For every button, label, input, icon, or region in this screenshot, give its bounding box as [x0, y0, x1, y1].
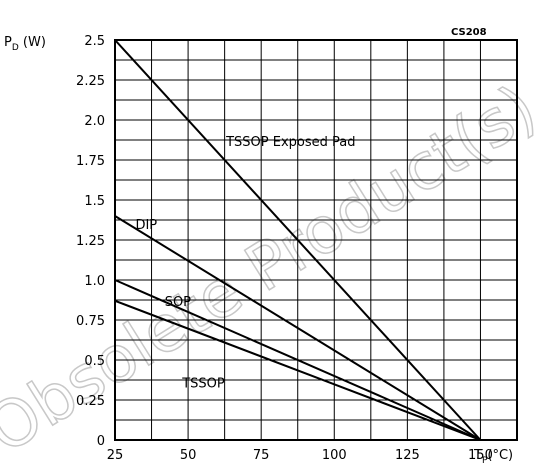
series-annotation: DIP	[135, 218, 157, 233]
y-tick-label: 1.5	[84, 194, 105, 209]
chart-code: CS208	[451, 27, 487, 38]
series-line-1	[114, 215, 481, 441]
y-tick-label: 1.25	[76, 234, 105, 249]
y-tick-label: 0	[97, 434, 105, 449]
x-axis-label: TP(°C)	[473, 448, 513, 466]
y-tick-label: 0.5	[84, 354, 105, 369]
y-tick-label: 0.25	[76, 394, 105, 409]
series-annotation: TSSOP Exposed Pad	[225, 135, 355, 150]
series-lines	[114, 39, 482, 441]
x-tick-label: 75	[253, 448, 270, 463]
y-tick-label: 2.25	[76, 74, 105, 89]
plot-frame	[114, 39, 518, 441]
x-tick-label: 125	[395, 448, 420, 463]
series-annotations: TSSOP Exposed Pad DIP SOP TSSOP	[135, 135, 355, 392]
y-axis-label: PD (W)	[4, 35, 46, 53]
x-tick-label: 150	[468, 448, 493, 463]
grid	[114, 39, 518, 441]
series-line-2	[114, 279, 481, 441]
y-tick-label: 0.75	[76, 314, 105, 329]
y-tick-labels: 0 0.25 0.5 0.75 1.0 1.25 1.5 1.75 2.0 2.25 2.5	[76, 34, 105, 449]
series-annotation: TSSOP	[181, 376, 225, 391]
series-annotation: SOP	[165, 295, 191, 310]
y-tick-label: 1.75	[76, 154, 105, 169]
series-line-3	[114, 299, 481, 441]
y-tick-label: 2.5	[84, 34, 105, 49]
x-tick-label: 50	[180, 448, 197, 463]
y-tick-label: 2.0	[84, 114, 105, 129]
x-tick-label: 25	[107, 448, 124, 463]
x-tick-labels: 25 50 75 100 125 150	[107, 448, 493, 463]
series-line-0	[114, 39, 482, 441]
x-tick-label: 100	[322, 448, 347, 463]
y-tick-label: 1.0	[84, 274, 105, 289]
